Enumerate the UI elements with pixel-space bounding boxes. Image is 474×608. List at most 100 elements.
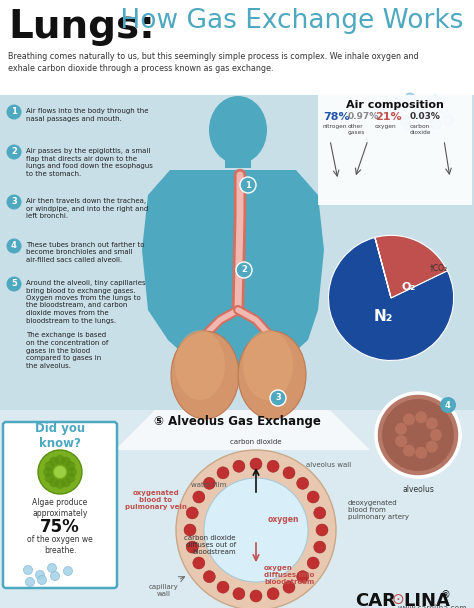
Polygon shape [115, 410, 370, 450]
Circle shape [61, 477, 71, 488]
Circle shape [400, 115, 410, 125]
Text: ⊙: ⊙ [392, 592, 405, 607]
Circle shape [49, 457, 59, 466]
Circle shape [380, 105, 390, 115]
Circle shape [297, 477, 309, 489]
Text: 1: 1 [245, 181, 251, 190]
Text: Air composition: Air composition [346, 100, 444, 110]
Circle shape [55, 455, 65, 465]
Circle shape [184, 524, 196, 536]
Circle shape [47, 564, 56, 573]
Text: 4: 4 [11, 241, 17, 250]
Circle shape [426, 418, 438, 429]
Circle shape [307, 557, 319, 569]
Text: 3: 3 [275, 393, 281, 402]
Circle shape [193, 557, 205, 569]
Text: nitrogen: nitrogen [323, 124, 347, 129]
Text: 0.97%: 0.97% [348, 112, 379, 121]
Polygon shape [142, 170, 324, 374]
FancyBboxPatch shape [0, 410, 474, 608]
FancyBboxPatch shape [318, 95, 472, 205]
Circle shape [7, 195, 21, 210]
Text: 78%: 78% [323, 112, 350, 122]
Ellipse shape [243, 330, 293, 400]
Circle shape [382, 399, 454, 471]
Text: O₂: O₂ [401, 282, 416, 292]
Circle shape [217, 581, 229, 593]
Text: 21%: 21% [375, 112, 401, 122]
Circle shape [395, 435, 407, 447]
Wedge shape [375, 235, 447, 298]
Circle shape [36, 570, 45, 579]
FancyBboxPatch shape [225, 138, 251, 168]
Text: ⑤ Alveolus Gas Exchange: ⑤ Alveolus Gas Exchange [154, 415, 320, 428]
Circle shape [376, 393, 460, 477]
Text: capillary
wall: capillary wall [149, 584, 179, 596]
Circle shape [193, 491, 205, 503]
Wedge shape [375, 238, 391, 298]
Circle shape [316, 524, 328, 536]
Text: Breathing comes naturally to us, but this seemingly simple process is complex. W: Breathing comes naturally to us, but thi… [8, 52, 419, 73]
Text: Algae produce
approximately: Algae produce approximately [32, 498, 88, 518]
Circle shape [415, 447, 427, 458]
Circle shape [440, 397, 456, 413]
Circle shape [314, 541, 326, 553]
Circle shape [405, 121, 415, 131]
Circle shape [65, 461, 75, 471]
Text: alveolus: alveolus [402, 485, 434, 494]
Circle shape [395, 423, 407, 435]
Circle shape [403, 413, 415, 426]
Circle shape [393, 98, 403, 108]
Circle shape [45, 461, 55, 471]
Circle shape [430, 95, 440, 105]
Circle shape [67, 467, 77, 477]
Circle shape [240, 177, 256, 193]
Circle shape [38, 450, 82, 494]
Circle shape [49, 477, 59, 488]
Circle shape [418, 125, 428, 135]
Text: Lungs:: Lungs: [8, 8, 155, 46]
Circle shape [7, 277, 21, 291]
Text: carbon
dioxide: carbon dioxide [410, 124, 431, 135]
Circle shape [307, 491, 319, 503]
Text: oxygen
diffuses into
bloodstream: oxygen diffuses into bloodstream [264, 565, 314, 585]
Text: 3: 3 [11, 198, 17, 207]
Text: ®: ® [441, 590, 451, 600]
Circle shape [405, 93, 415, 103]
Text: 4: 4 [445, 401, 451, 410]
Text: water film: water film [191, 482, 226, 488]
Text: Air flows into the body through the
nasal passages and mouth.: Air flows into the body through the nasa… [26, 108, 148, 122]
Circle shape [45, 473, 55, 483]
Circle shape [217, 467, 229, 479]
Circle shape [203, 571, 215, 582]
Circle shape [426, 441, 438, 452]
Circle shape [430, 429, 442, 441]
Text: 75%: 75% [40, 518, 80, 536]
Text: LINA: LINA [403, 592, 450, 608]
Circle shape [54, 466, 66, 478]
Wedge shape [328, 238, 454, 361]
FancyBboxPatch shape [0, 0, 474, 95]
Circle shape [186, 507, 198, 519]
Text: 2: 2 [241, 266, 247, 274]
Circle shape [425, 113, 435, 123]
Text: 5: 5 [11, 280, 17, 289]
Circle shape [204, 478, 308, 582]
Circle shape [43, 467, 53, 477]
Circle shape [64, 567, 73, 576]
Text: Air passes by the epiglottis, a small
flap that directs air down to the
lungs an: Air passes by the epiglottis, a small fl… [26, 148, 153, 176]
Text: other
gases: other gases [348, 124, 365, 135]
Circle shape [314, 507, 326, 519]
Text: 1: 1 [11, 108, 17, 117]
Circle shape [283, 581, 295, 593]
Circle shape [26, 578, 35, 587]
Circle shape [443, 115, 453, 125]
Circle shape [250, 590, 262, 602]
Circle shape [415, 411, 427, 423]
Circle shape [297, 571, 309, 582]
Text: carbon dioxide: carbon dioxide [230, 439, 282, 445]
Circle shape [417, 100, 427, 110]
Text: 2: 2 [11, 148, 17, 156]
Text: alveolus wall: alveolus wall [306, 462, 351, 468]
Circle shape [233, 460, 245, 472]
